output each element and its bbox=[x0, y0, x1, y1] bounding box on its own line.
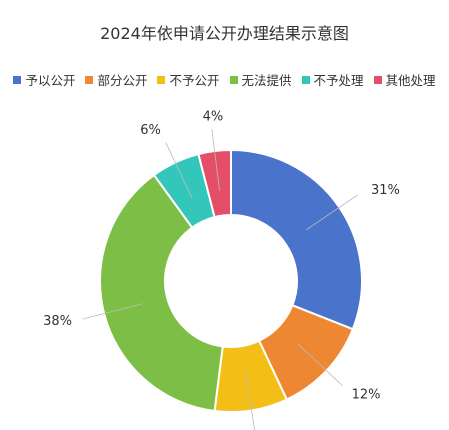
legend-item-yuyi-gongkai[interactable]: 予以公开 bbox=[13, 70, 75, 89]
legend-swatch bbox=[301, 75, 310, 84]
donut-slice-0[interactable] bbox=[230, 148, 363, 331]
legend-label: 不予处理 bbox=[313, 73, 364, 88]
leader-line-2 bbox=[244, 370, 256, 430]
leader-line-1 bbox=[297, 343, 343, 387]
donut-slice-3[interactable] bbox=[99, 173, 224, 413]
leader-line-0 bbox=[306, 194, 358, 231]
slice-label-3: 38% bbox=[43, 314, 72, 329]
donut-slice-5[interactable] bbox=[197, 148, 232, 219]
chart-title: 2024年依申请公开办理结果示意图 bbox=[100, 24, 349, 43]
leader-line-3 bbox=[82, 303, 143, 320]
legend-swatch bbox=[13, 75, 22, 84]
slice-label-4: 6% bbox=[140, 123, 161, 138]
legend-item-wufa-tigong[interactable]: 无法提供 bbox=[229, 70, 292, 89]
slice-label-5: 4% bbox=[203, 109, 224, 124]
legend-item-buyu-chuli[interactable]: 不予处理 bbox=[301, 70, 364, 89]
legend-label: 部分公开 bbox=[97, 73, 148, 88]
legend-label: 予以公开 bbox=[25, 73, 76, 88]
legend-swatch bbox=[373, 75, 382, 84]
legend-item-bufen-gongkai[interactable]: 部分公开 bbox=[85, 70, 147, 89]
legend-item-qita-chuli[interactable]: 其他处理 bbox=[373, 70, 436, 89]
legend-swatch bbox=[85, 75, 94, 84]
legend-label: 不予公开 bbox=[169, 73, 220, 88]
leader-line-4 bbox=[165, 142, 193, 199]
slice-label-1: 12% bbox=[352, 388, 381, 403]
legend-item-buyu-gongkai[interactable]: 不予公开 bbox=[157, 70, 220, 89]
legend-swatch bbox=[229, 75, 238, 84]
legend-label: 无法提供 bbox=[241, 73, 292, 88]
legend-swatch bbox=[157, 75, 166, 84]
leader-line-5 bbox=[211, 129, 220, 191]
chart-legend: 予以公开 部分公开 不予公开 无法提供 不予处理 其他处理 bbox=[0, 70, 449, 89]
legend-label: 其他处理 bbox=[385, 73, 436, 88]
slice-label-0: 31% bbox=[371, 183, 400, 198]
